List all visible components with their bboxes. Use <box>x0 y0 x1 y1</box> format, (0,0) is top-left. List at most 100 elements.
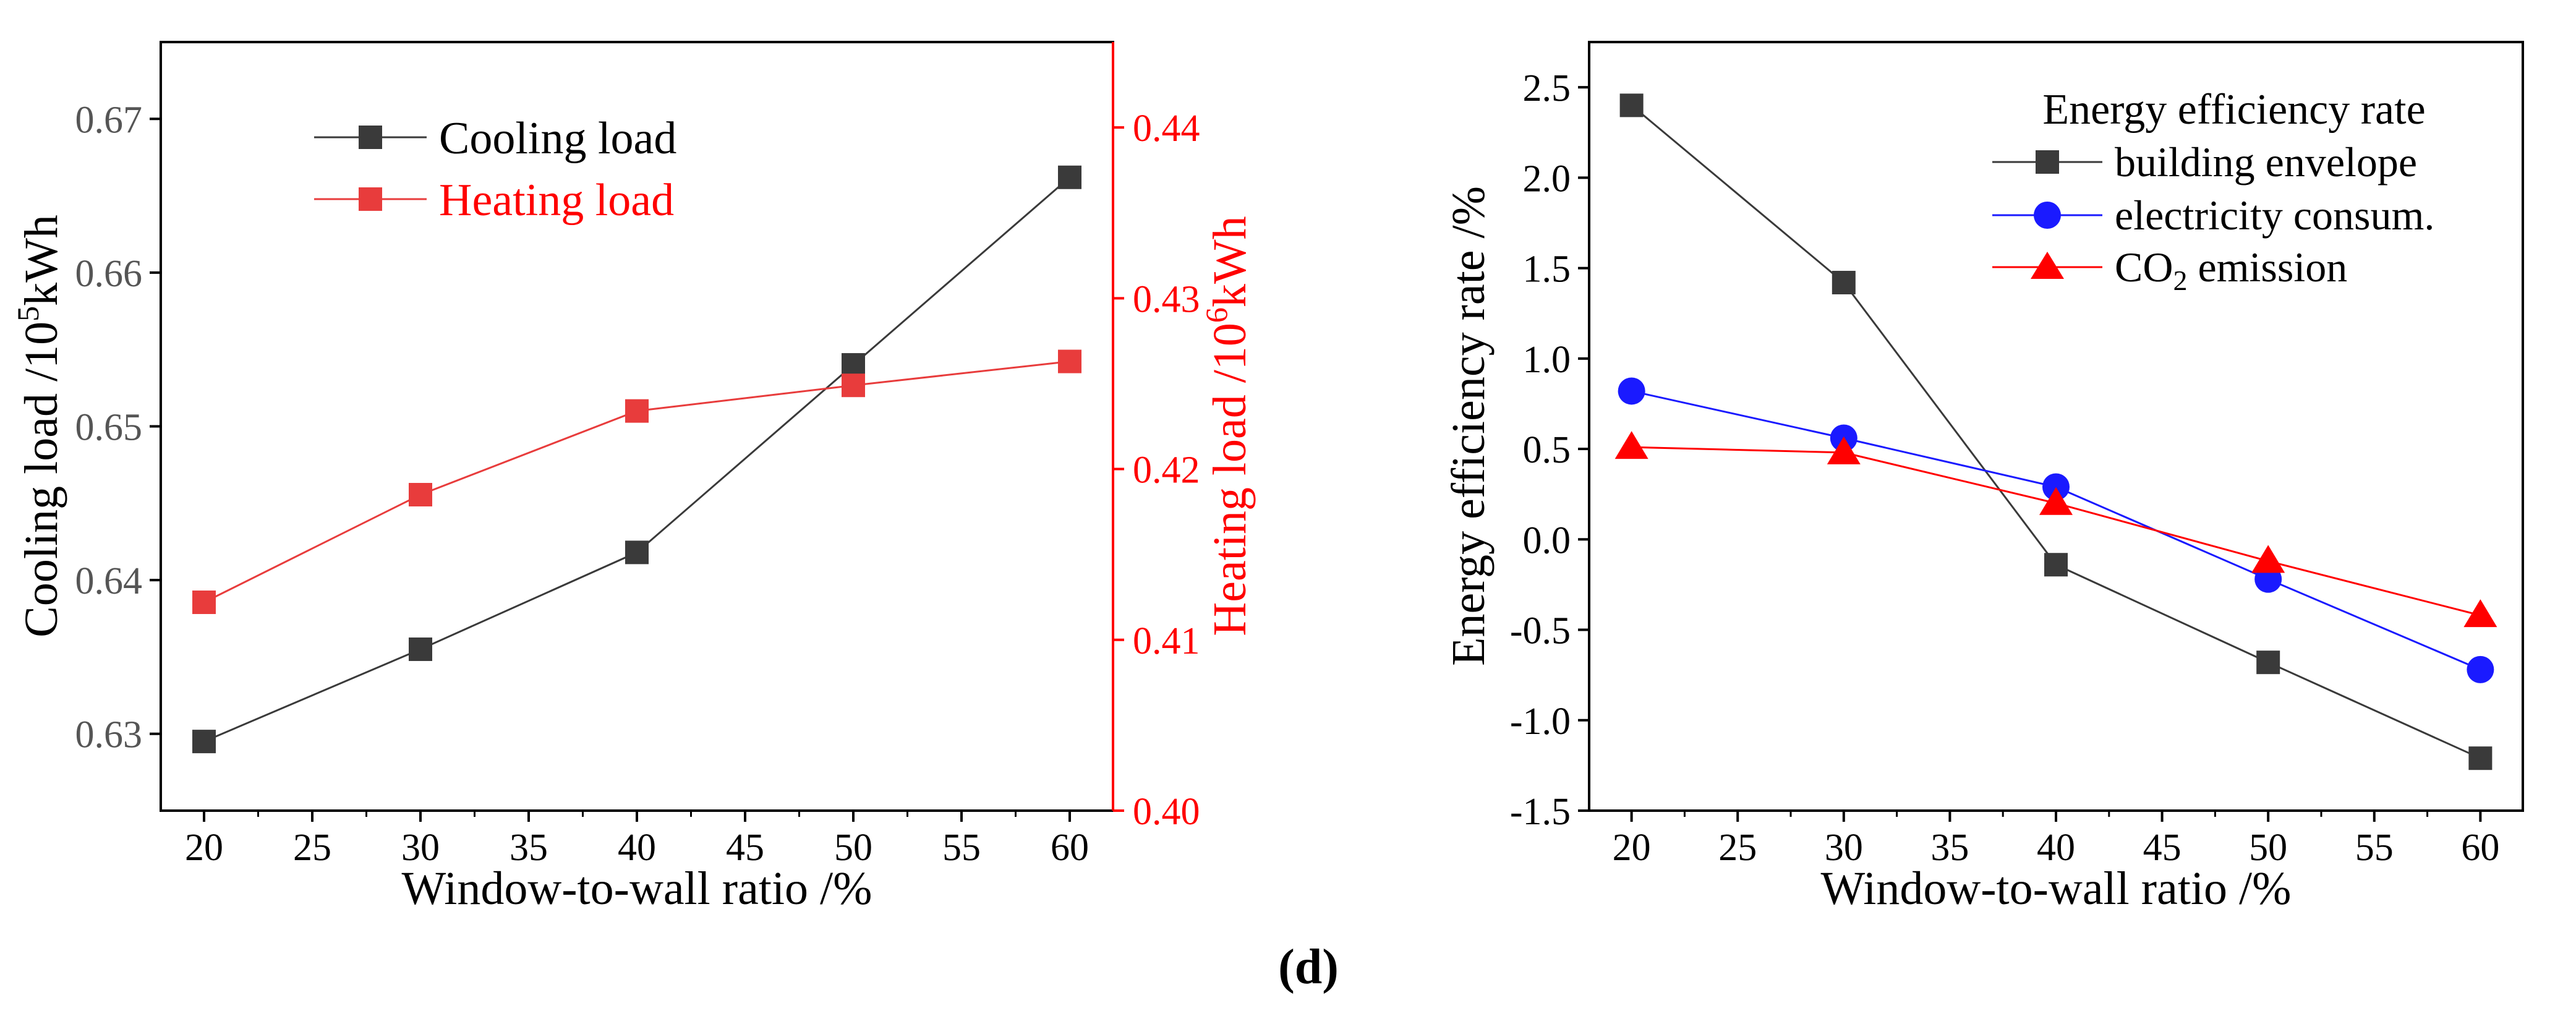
x-tick-label: 25 <box>1718 827 1757 869</box>
y2-axis-label: Heating load /106kWh <box>1199 216 1256 636</box>
x-tick-label: 40 <box>618 827 656 869</box>
data-point <box>192 730 216 754</box>
y2-axis-label-sup: 6 <box>1199 307 1234 323</box>
legend-item-building-envelope: building envelope <box>1992 139 2417 186</box>
series-line <box>203 176 1070 743</box>
y2-tick-label: 0.43 <box>1133 278 1200 320</box>
y-axis-label-sup: 5 <box>11 306 45 322</box>
chart-efficiency: 20 25 30 35 40 45 50 55 60 -1.5 -1.0 -0.5 0.0 0.5 1.0… <box>1443 41 2524 915</box>
x-tick-label: 55 <box>2355 827 2394 869</box>
series-line <box>203 360 1070 604</box>
data-point <box>2256 651 2280 675</box>
data-point <box>1827 436 1861 464</box>
y2-tick-label: 0.40 <box>1133 791 1200 833</box>
data-point <box>842 353 865 377</box>
y-axis-label-base: Cooling load /10 <box>15 322 67 638</box>
y-tick-label: 1.5 <box>1523 249 1571 291</box>
legend: Cooling load Heating load <box>314 113 676 226</box>
y-tick-label: 0.66 <box>75 253 143 295</box>
x-tick-label: 35 <box>510 827 548 869</box>
legend-label-post: emission <box>2187 244 2347 291</box>
x-tick-label: 50 <box>2249 827 2287 869</box>
x-tick-label: 30 <box>401 827 440 869</box>
data-point <box>1832 270 1856 294</box>
data-point <box>1619 93 1644 117</box>
legend-label-sub: 2 <box>2173 265 2187 296</box>
y2-axis-label-base: Heating load /10 <box>1204 323 1256 636</box>
y2-tick-label: 0.41 <box>1133 620 1200 662</box>
y-tick-label: 0.5 <box>1523 429 1571 471</box>
y-tick-label: 0.0 <box>1523 519 1571 561</box>
x-tick-label: 20 <box>185 827 223 869</box>
data-point <box>2463 599 2497 628</box>
data-point <box>2251 545 2285 573</box>
x-tick-label: 20 <box>1613 827 1651 869</box>
legend: Energy efficiency rate building envelope… <box>1992 86 2434 296</box>
legend-label-pre: CO <box>2115 244 2173 291</box>
y2-tick-label: 0.42 <box>1133 450 1200 492</box>
x-axis-label: Window-to-wall ratio /% <box>402 863 872 915</box>
data-point <box>192 591 216 615</box>
x-tick-label: 35 <box>1930 827 1969 869</box>
y2-tick-label: 0.44 <box>1133 108 1200 150</box>
chart-load: 20 25 30 35 40 45 50 55 60 0.630.640.650.660.67 … <box>11 41 1256 915</box>
legend-label: Heating load <box>439 175 674 226</box>
series-line <box>1631 390 2481 671</box>
x-tick-label: 55 <box>942 827 981 869</box>
data-point <box>1058 349 1081 373</box>
y-tick-label: 0.63 <box>75 714 143 756</box>
x-tick-label: 45 <box>726 827 764 869</box>
x-tick-label: 60 <box>1051 827 1089 869</box>
legend-item-cooling: Cooling load <box>314 113 676 164</box>
x-tick-label: 50 <box>834 827 872 869</box>
x-tick-label: 40 <box>2037 827 2075 869</box>
y-tick-label: 0.64 <box>75 560 143 602</box>
data-point <box>1618 377 1645 405</box>
legend-marker-square <box>359 126 382 149</box>
data-point <box>2468 746 2493 770</box>
legend-title: Energy efficiency rate <box>2042 86 2425 134</box>
legend-label: building envelope <box>2115 139 2417 186</box>
legend-item-heating: Heating load <box>314 175 674 226</box>
legend-marker-circle <box>2034 202 2061 229</box>
data-point <box>625 399 649 423</box>
x-tick-label: 30 <box>1825 827 1863 869</box>
y-tick-label: -0.5 <box>1510 610 1571 652</box>
data-point <box>2039 487 2073 515</box>
legend-marker-square <box>359 187 382 211</box>
data-point <box>2042 473 2070 501</box>
x-tick-label: 60 <box>2461 827 2499 869</box>
legend-marker-square <box>2036 150 2059 174</box>
data-point <box>1614 431 1648 459</box>
y2-axis-label-unit: kWh <box>1204 216 1256 307</box>
data-point <box>409 482 432 506</box>
data-point <box>2467 655 2494 683</box>
y-axis-label: Cooling load /105kWh <box>11 215 67 638</box>
legend-marker-triangle <box>2031 252 2064 279</box>
y-tick-label: 2.0 <box>1523 158 1571 200</box>
legend-label: Cooling load <box>439 113 676 164</box>
data-point <box>842 373 865 398</box>
x-tick-label: 45 <box>2143 827 2181 869</box>
y-axis-label-unit: kWh <box>15 215 67 306</box>
legend-item-co2: CO2 emission <box>1992 244 2347 296</box>
legend-item-electricity: electricity consum. <box>1992 192 2434 239</box>
y-tick-label: -1.5 <box>1510 791 1571 833</box>
y-tick-label: 0.67 <box>75 99 143 141</box>
series-line <box>1631 446 2481 616</box>
x-axis-label: Window-to-wall ratio /% <box>1821 863 2292 915</box>
data-point <box>409 637 432 661</box>
data-point <box>1058 165 1081 189</box>
y-tick-label: 1.0 <box>1523 339 1571 381</box>
data-point <box>2044 553 2068 577</box>
legend-label: CO2 emission <box>2115 244 2347 296</box>
legend-label: electricity consum. <box>2115 192 2434 239</box>
y-tick-label: 0.65 <box>75 407 143 449</box>
y-axis-label: Energy efficiency rate /% <box>1443 186 1495 666</box>
y-tick-label: -1.0 <box>1510 701 1571 743</box>
figure-label: (d) <box>1278 940 1339 994</box>
data-point <box>625 540 649 565</box>
x-tick-label: 25 <box>293 827 331 869</box>
y-tick-label: 2.5 <box>1523 67 1571 109</box>
